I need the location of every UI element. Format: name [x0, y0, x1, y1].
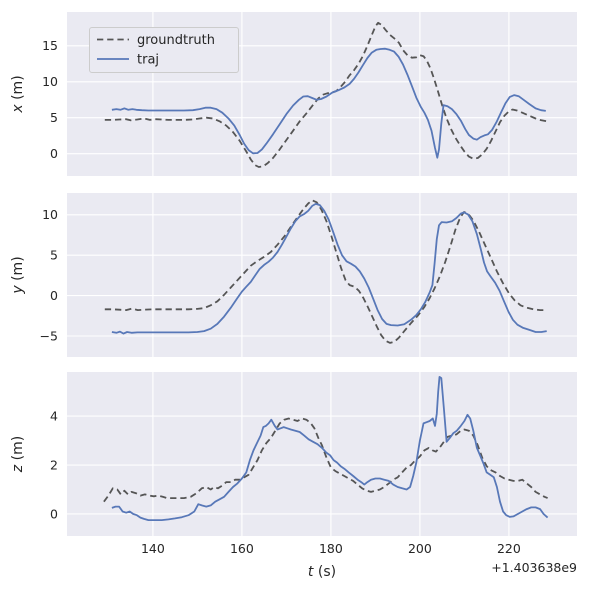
legend-entry-groundtruth: groundtruth: [97, 33, 215, 48]
ylabel-y: y (m): [10, 256, 26, 294]
xlabel: t (s): [308, 564, 336, 580]
ylabel-x: x (m): [10, 75, 26, 113]
subplot-y: −5 0 5 10: [40, 193, 577, 357]
y-tick-label: 2: [50, 457, 58, 472]
x-tick-label: 160: [230, 541, 254, 556]
legend-entry-traj: traj: [97, 53, 159, 68]
y-tick-label: 10: [42, 207, 58, 222]
y-tick-label: 5: [50, 248, 58, 263]
traj-line-z: [111, 376, 549, 521]
y-tick-label: −5: [40, 328, 58, 343]
traj-line-y: [111, 203, 547, 335]
axes-background: [67, 372, 577, 536]
y-tick-label: 5: [50, 110, 58, 125]
x-tick-label: 200: [408, 541, 432, 556]
x-tick-label: 140: [141, 541, 165, 556]
y-tick-label: 4: [50, 408, 58, 423]
x-axis-offset-text: +1.403638e9: [491, 560, 577, 575]
y-tick-label: 0: [50, 288, 58, 303]
legend-box: [89, 27, 239, 73]
axes-background: [67, 193, 577, 357]
legend-label-groundtruth: groundtruth: [137, 33, 215, 48]
y-tick-label: 15: [42, 38, 58, 53]
y-tick-label: 10: [42, 74, 58, 89]
y-tick-label: 0: [50, 506, 58, 521]
plots-layer: 0 5 10 15 −5 0 5 10 0 2 4 140 160 180 200 220: [40, 12, 577, 556]
legend-label-traj: traj: [137, 53, 159, 68]
legend: groundtruth traj: [89, 27, 239, 73]
y-tick-label: 0: [50, 146, 58, 161]
x-tick-label: 180: [319, 541, 343, 556]
subplot-z: 0 2 4 140 160 180 200 220: [50, 372, 577, 556]
x-tick-label: 220: [497, 541, 521, 556]
ylabel-z: z (m): [10, 436, 26, 473]
groundtruth-line-x: [104, 21, 547, 168]
traj-line-x: [111, 47, 546, 159]
